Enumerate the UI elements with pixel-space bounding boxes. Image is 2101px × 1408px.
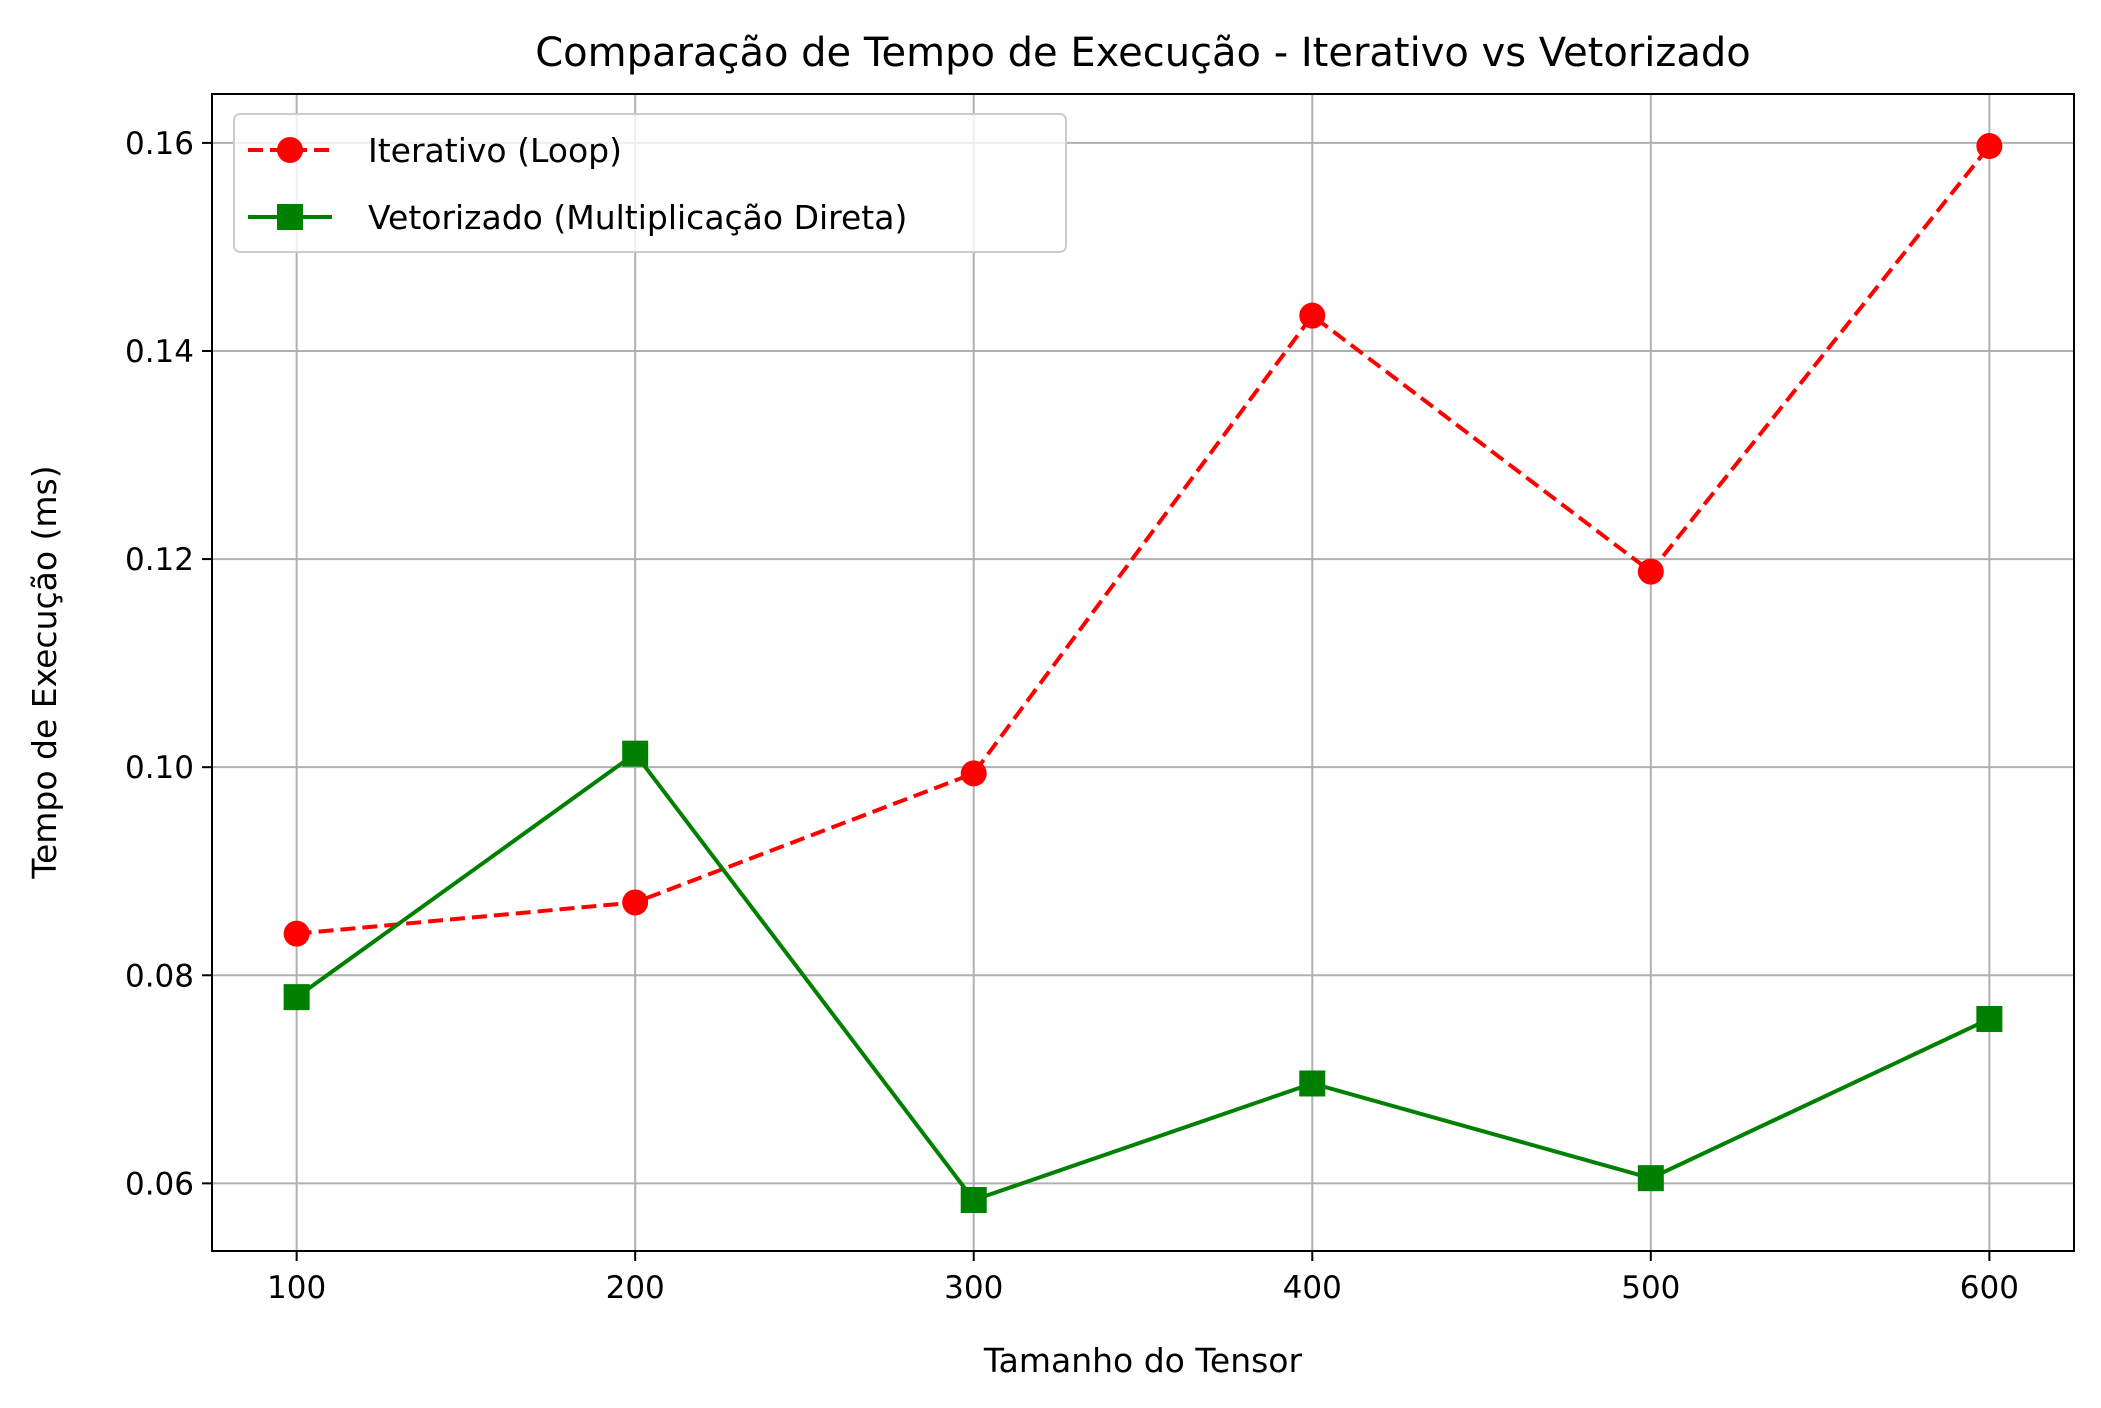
data-point: [960, 1187, 987, 1214]
data-point: [1976, 133, 2003, 160]
data-point: [960, 760, 987, 787]
x-tick-label: 400: [1283, 1270, 1342, 1306]
y-tick-label: 0.12: [125, 542, 194, 578]
plot-frame: [211, 93, 2075, 1252]
legend-label: Iterativo (Loop): [368, 131, 622, 170]
x-tick-label: 600: [1960, 1270, 2019, 1306]
y-axis-title: Tempo de Execução (ms): [25, 465, 64, 879]
axis-ticks: 100 200 300 400 500 600 0.06 0.08 0.10 0.12 0.14 0.…: [125, 126, 2019, 1306]
legend-label: Vetorizado (Multiplicação Direta): [368, 198, 907, 237]
x-tick-label: 100: [267, 1270, 326, 1306]
x-tick-label: 500: [1621, 1270, 1680, 1306]
series-line: [295, 751, 1991, 1203]
y-tick-label: 0.06: [125, 1166, 194, 1202]
x-tick-label: 300: [944, 1270, 1003, 1306]
legend-marker: [277, 204, 303, 230]
y-tick-label: 0.08: [125, 958, 194, 994]
data-point: [1299, 1070, 1326, 1097]
grid-lines: [212, 94, 2074, 1251]
data-point: [1637, 1165, 1664, 1192]
legend: Iterativo (Loop) Vetorizado (Multiplicaçã…: [233, 113, 1067, 253]
chart-title: Comparação de Tempo de Execução - Iterat…: [535, 30, 1751, 76]
data-point: [283, 920, 310, 947]
data-point: [622, 889, 649, 916]
x-axis-title: Tamanho do Tensor: [983, 1341, 1303, 1380]
data-point: [1299, 302, 1326, 329]
series-layer: [283, 133, 2003, 1214]
legend-box: [233, 113, 1067, 253]
legend-marker: [277, 137, 303, 163]
data-point: [1976, 1005, 2003, 1032]
data-point: [283, 984, 310, 1011]
y-tick-label: 0.10: [125, 750, 194, 786]
series-line: [296, 144, 1991, 936]
x-tick-label: 200: [606, 1270, 665, 1306]
y-tick-label: 0.14: [125, 334, 194, 370]
y-tick-label: 0.16: [125, 126, 194, 162]
data-point: [622, 740, 649, 767]
series-iterativo: [283, 133, 2003, 947]
series-vetorizado: [283, 740, 2003, 1214]
data-point: [1637, 558, 1664, 585]
